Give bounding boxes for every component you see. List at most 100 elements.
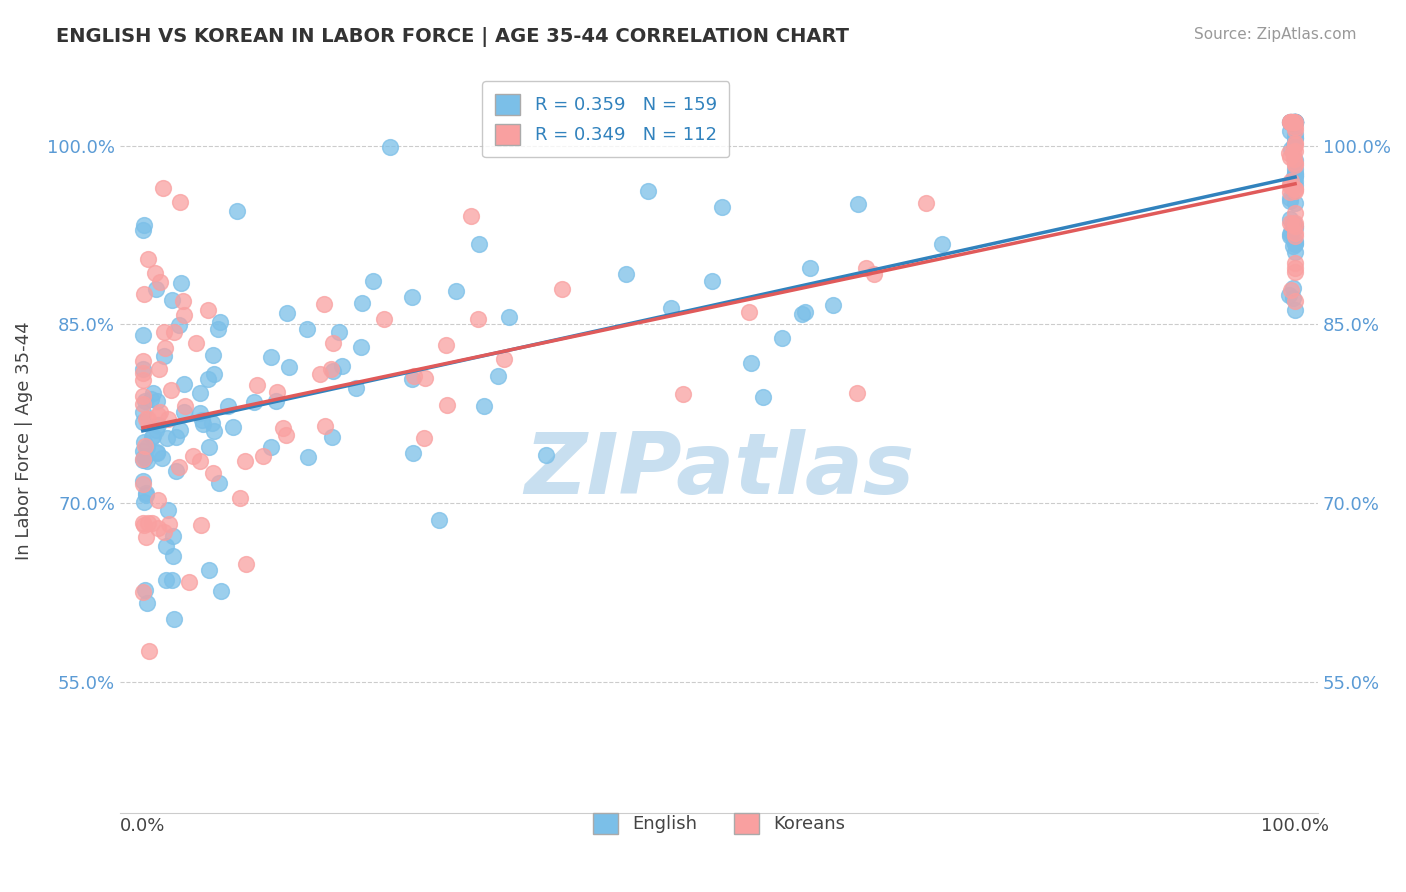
Point [162,529,184,543]
Point [1282,145,1305,159]
Point [142,386,165,401]
Point [132,434,155,449]
Point [863,267,886,281]
Point [309,367,332,381]
Point [1279,227,1302,241]
Point [252,449,274,463]
Point [404,369,426,384]
Point [1284,169,1306,184]
Point [1279,115,1302,129]
Point [1284,138,1306,153]
Point [1278,287,1301,301]
Point [1278,186,1301,200]
Point [472,400,495,414]
Point [1279,115,1302,129]
Point [661,301,683,316]
Point [1284,122,1306,136]
Point [1284,156,1306,170]
Point [132,389,155,403]
Point [460,209,482,223]
Point [1279,178,1302,192]
Point [132,361,155,376]
Point [427,513,450,527]
Point [1284,182,1306,196]
Point [136,252,159,267]
Point [132,373,155,387]
Point [132,366,155,380]
Point [159,517,181,532]
Point [846,197,869,211]
Point [207,322,229,336]
Point [132,452,155,467]
Point [823,298,845,312]
Point [138,644,160,658]
Point [132,475,155,489]
Point [136,454,159,468]
Point [492,352,515,367]
Point [1279,179,1302,194]
Point [132,218,155,232]
Point [434,338,457,352]
Point [167,460,190,475]
Point [792,307,814,321]
Point [242,395,264,409]
Point [1284,115,1306,129]
Point [1284,161,1306,176]
Point [190,518,212,533]
Point [222,419,245,434]
Point [1284,236,1306,251]
Point [672,387,695,401]
Point [738,305,761,319]
Point [132,404,155,418]
Point [1281,217,1303,231]
Point [1284,206,1306,220]
Point [277,359,299,374]
Point [202,424,225,438]
Point [1284,229,1306,244]
Point [229,491,252,505]
Point [134,450,156,464]
Point [146,393,169,408]
Point [486,368,509,383]
Point [271,421,294,435]
Point [1284,255,1306,269]
Point [361,274,384,288]
Point [197,440,219,454]
Point [321,362,343,376]
Point [412,431,434,445]
Point [931,237,953,252]
Point [498,310,520,324]
Point [1279,283,1302,297]
Point [328,325,350,339]
Point [132,452,155,467]
Point [1282,115,1305,129]
Point [1284,169,1306,183]
Point [172,294,194,309]
Y-axis label: In Labor Force | Age 35-44: In Labor Force | Age 35-44 [15,321,32,560]
Point [751,390,773,404]
Point [1284,115,1306,129]
Point [264,393,287,408]
Point [162,549,184,563]
Point [1284,221,1306,235]
Point [1282,291,1305,305]
Point [1284,168,1306,182]
Text: ENGLISH VS KOREAN IN LABOR FORCE | AGE 35-44 CORRELATION CHART: ENGLISH VS KOREAN IN LABOR FORCE | AGE 3… [56,27,849,46]
Point [202,367,225,381]
Point [139,392,162,406]
Point [536,448,558,462]
Point [1279,115,1302,129]
Point [146,409,169,423]
Point [312,297,335,311]
Point [1284,115,1306,129]
Point [153,325,176,339]
Point [1278,216,1301,230]
Point [173,376,195,391]
Point [135,411,157,425]
Point [1284,261,1306,276]
Point [145,423,167,437]
Legend: English, Koreans: English, Koreans [582,802,856,845]
Point [401,289,423,303]
Point [1284,153,1306,167]
Point [378,140,401,154]
